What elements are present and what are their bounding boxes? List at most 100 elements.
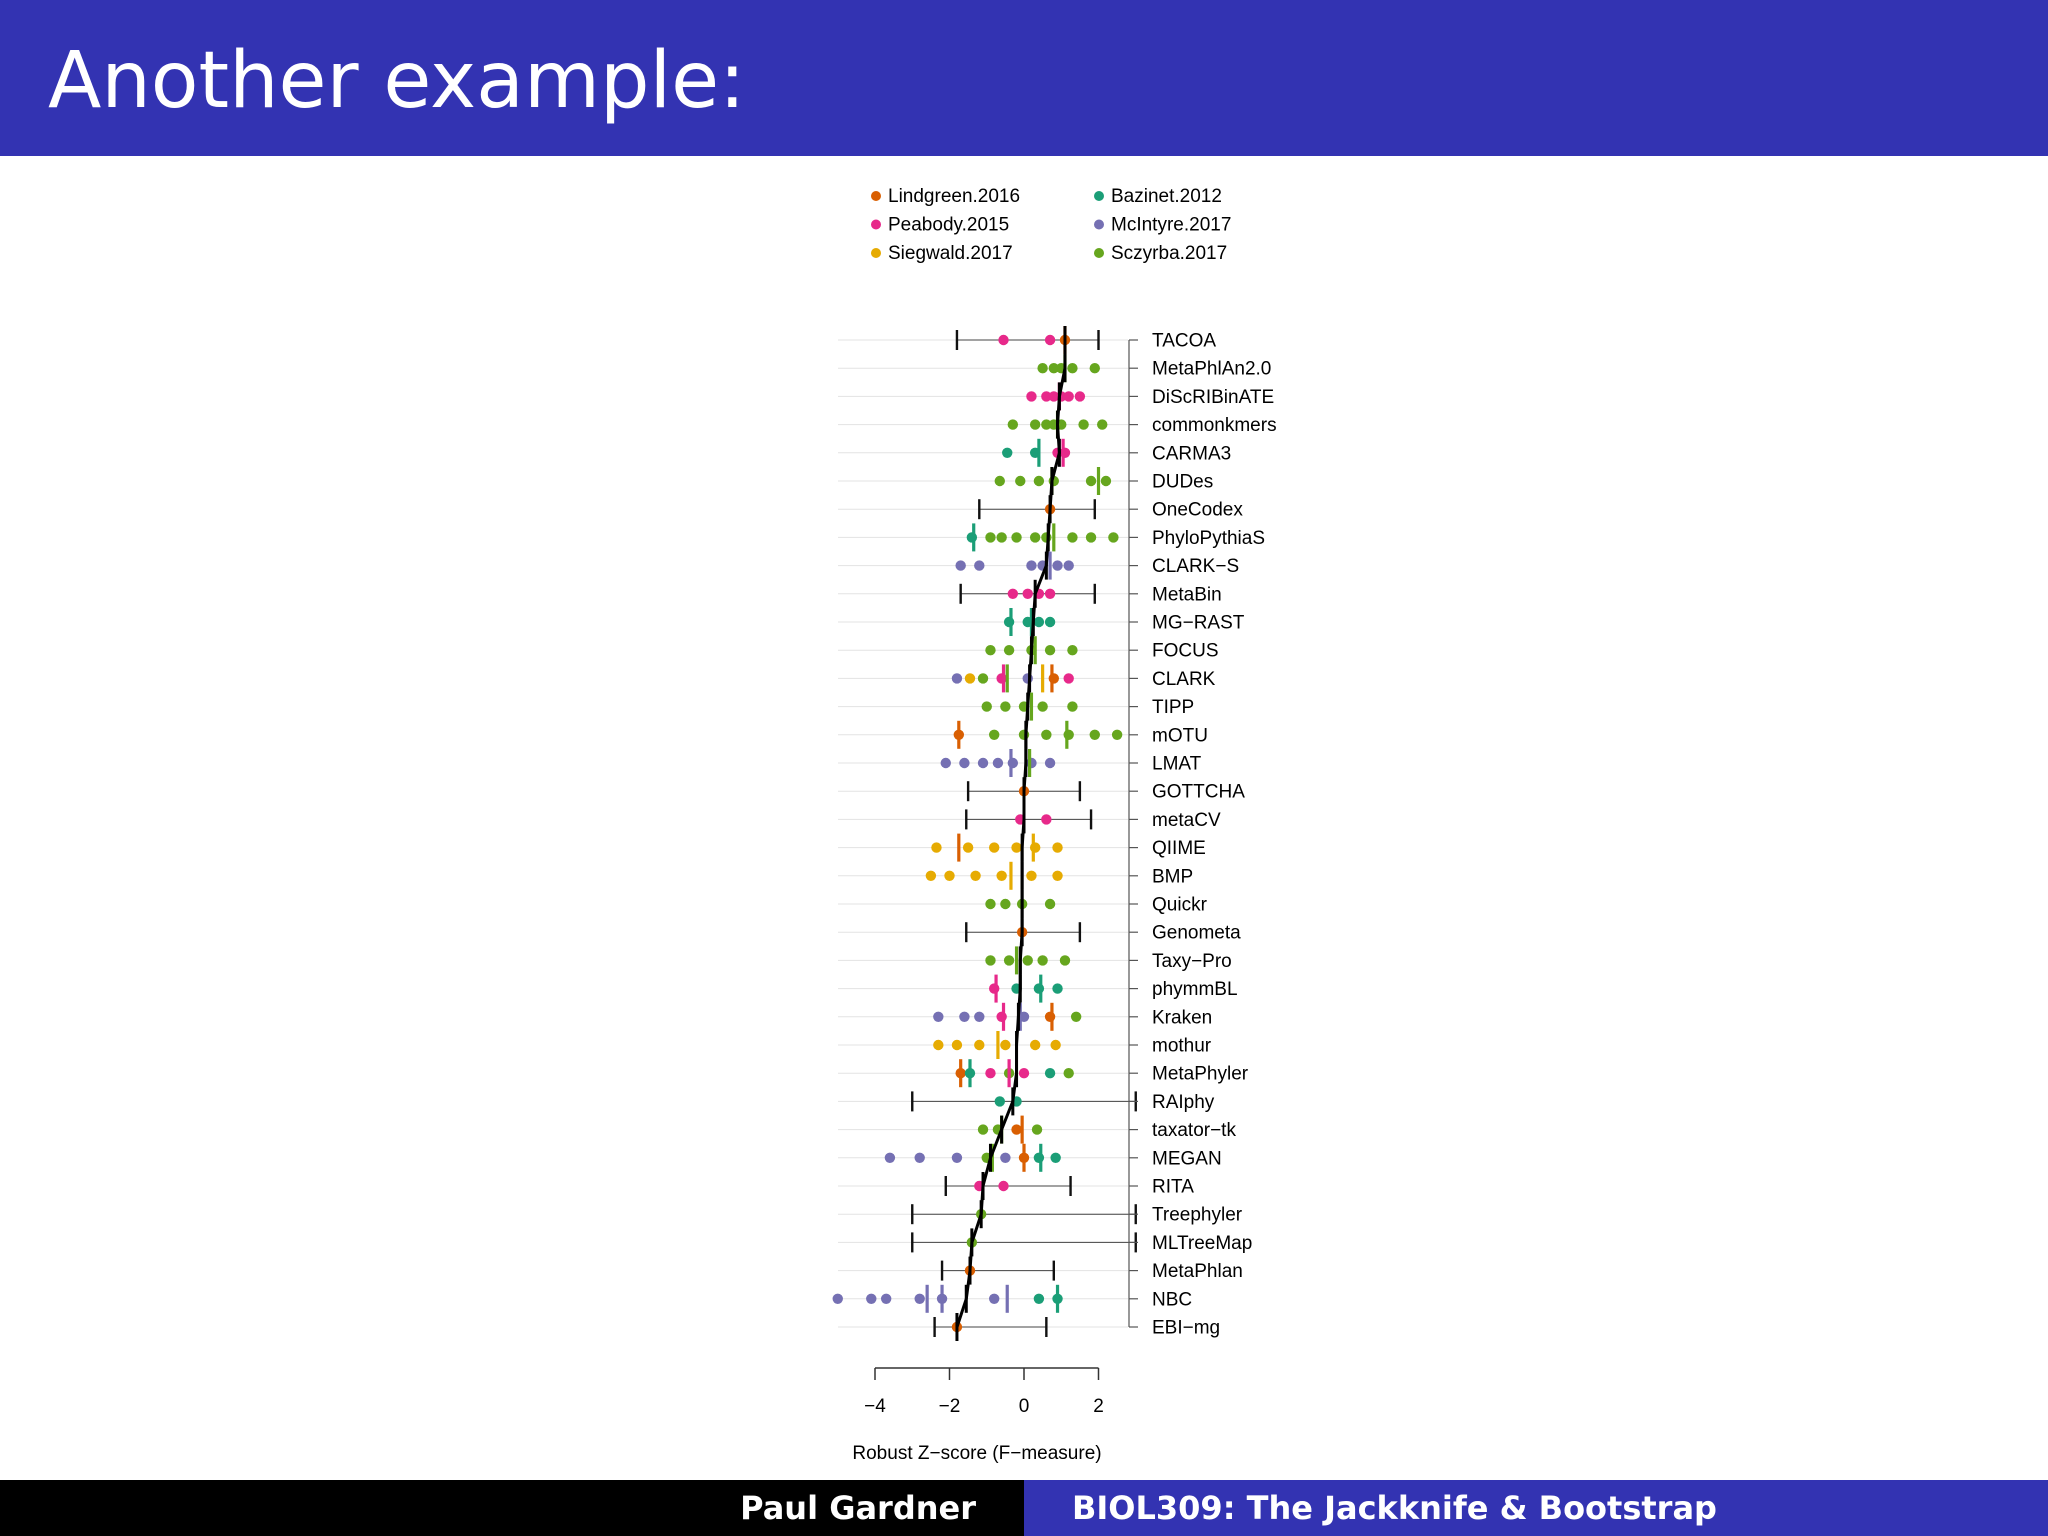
point-26-2 [985,1068,996,1079]
point-14-6 [1111,729,1123,740]
point-14-4 [1063,729,1074,740]
point-19-1 [944,870,955,881]
point-25-3 [1000,1039,1011,1051]
legend-swatch-2 [871,248,881,258]
point-15-1 [959,757,970,769]
point-34-1 [866,1293,877,1305]
point-24-5 [1044,1011,1056,1022]
point-10-3 [1044,616,1056,628]
point-7-7 [1085,532,1097,543]
point-11-0 [985,645,996,656]
data-points [832,334,1123,1333]
point-15-5 [1026,757,1037,769]
point-12-0 [951,673,963,684]
point-12-2 [977,673,989,684]
point-18-0 [931,842,942,853]
point-13-1 [1000,701,1011,712]
point-2-5 [1074,391,1086,402]
point-12-1 [964,673,976,684]
method-label-28: taxator−tk [1152,1120,1236,1141]
method-label-18: QIIME [1152,838,1206,859]
point-13-3 [1037,701,1048,712]
method-label-33: MetaPhlan [1152,1261,1243,1282]
point-34-6 [1033,1293,1045,1305]
footer-course: BIOL309: The Jackknife & Bootstrap [1072,1489,1717,1527]
point-23-0 [989,983,1000,994]
point-18-2 [989,842,1000,853]
x-tick-label-0: −4 [864,1396,886,1417]
point-29-0 [884,1152,896,1164]
point-22-3 [1037,955,1048,966]
method-label-24: Kraken [1152,1007,1212,1028]
point-20-3 [1044,898,1056,910]
point-29-7 [1050,1152,1061,1164]
point-25-0 [933,1039,944,1051]
point-4-3 [1059,447,1071,458]
point-23-3 [1052,983,1063,994]
median-marks [925,326,1101,1341]
point-3-0 [1007,419,1019,430]
point-29-2 [951,1152,963,1164]
point-29-6 [1033,1152,1045,1164]
method-label-29: MEGAN [1152,1148,1222,1169]
point-1-0 [1037,363,1048,374]
point-3-5 [1078,419,1089,430]
method-label-0: TACOA [1152,331,1216,352]
point-10-0 [1003,616,1015,628]
zscore-dotplot: Lindgreen.2016 Peabody.2015 Siegwald.2017 B… [832,186,1277,1464]
legend-label-1: Peabody.2015 [888,215,1009,236]
point-7-8 [1108,532,1119,543]
point-24-2 [974,1011,985,1022]
point-15-3 [992,757,1004,769]
method-label-30: RITA [1152,1177,1194,1198]
method-label-11: FOCUS [1152,641,1219,662]
legend-label-4: McIntyre.2017 [1111,215,1231,236]
method-axis: TACOA MetaPhlAn2.0 DiScRIBinATE commonkmers… [1128,331,1277,1339]
point-18-3 [1011,842,1022,853]
method-label-4: CARMA3 [1152,443,1231,464]
point-22-1 [1003,955,1015,966]
point-30-1 [998,1180,1009,1192]
method-label-2: DiScRIBinATE [1152,387,1274,408]
point-0-0 [998,334,1009,346]
footer-author-bar: Paul Gardner [0,1480,1024,1536]
point-3-1 [1029,419,1041,430]
point-15-0 [940,757,951,769]
median-trace [955,340,1067,1328]
point-7-3 [1011,532,1022,543]
point-19-0 [925,870,937,881]
method-label-34: NBC [1152,1289,1192,1310]
point-5-0 [994,475,1005,487]
method-label-3: commonkmers [1152,415,1277,436]
x-tick-label-3: 2 [1093,1396,1104,1417]
method-label-17: metaCV [1152,810,1221,831]
point-8-5 [1063,560,1074,571]
method-label-21: Genometa [1152,923,1241,944]
point-27-0 [994,1096,1005,1107]
point-23-2 [1033,983,1045,994]
point-12-5 [1048,673,1060,684]
point-28-2 [1011,1124,1022,1135]
method-label-13: TIPP [1152,697,1194,718]
point-7-5 [1041,532,1052,543]
point-9-1 [1022,588,1033,599]
point-19-3 [996,870,1007,881]
legend-label-0: Lindgreen.2016 [888,186,1020,207]
point-13-4 [1067,701,1078,712]
method-label-20: Quickr [1152,895,1208,916]
point-1-3 [1067,363,1078,374]
legend-swatch-0 [871,191,881,201]
point-24-0 [933,1011,944,1022]
legend-swatch-1 [871,219,881,230]
point-18-4 [1029,842,1041,853]
method-label-32: MLTreeMap [1152,1233,1252,1254]
point-18-1 [962,842,974,853]
point-7-1 [985,532,996,543]
method-label-25: mothur [1152,1036,1212,1057]
method-label-1: MetaPhlAn2.0 [1152,359,1271,380]
point-29-1 [914,1152,925,1164]
point-18-5 [1052,842,1063,853]
method-label-12: CLARK [1152,669,1216,690]
point-15-2 [977,757,989,769]
method-label-22: Taxy−Pro [1152,951,1232,972]
